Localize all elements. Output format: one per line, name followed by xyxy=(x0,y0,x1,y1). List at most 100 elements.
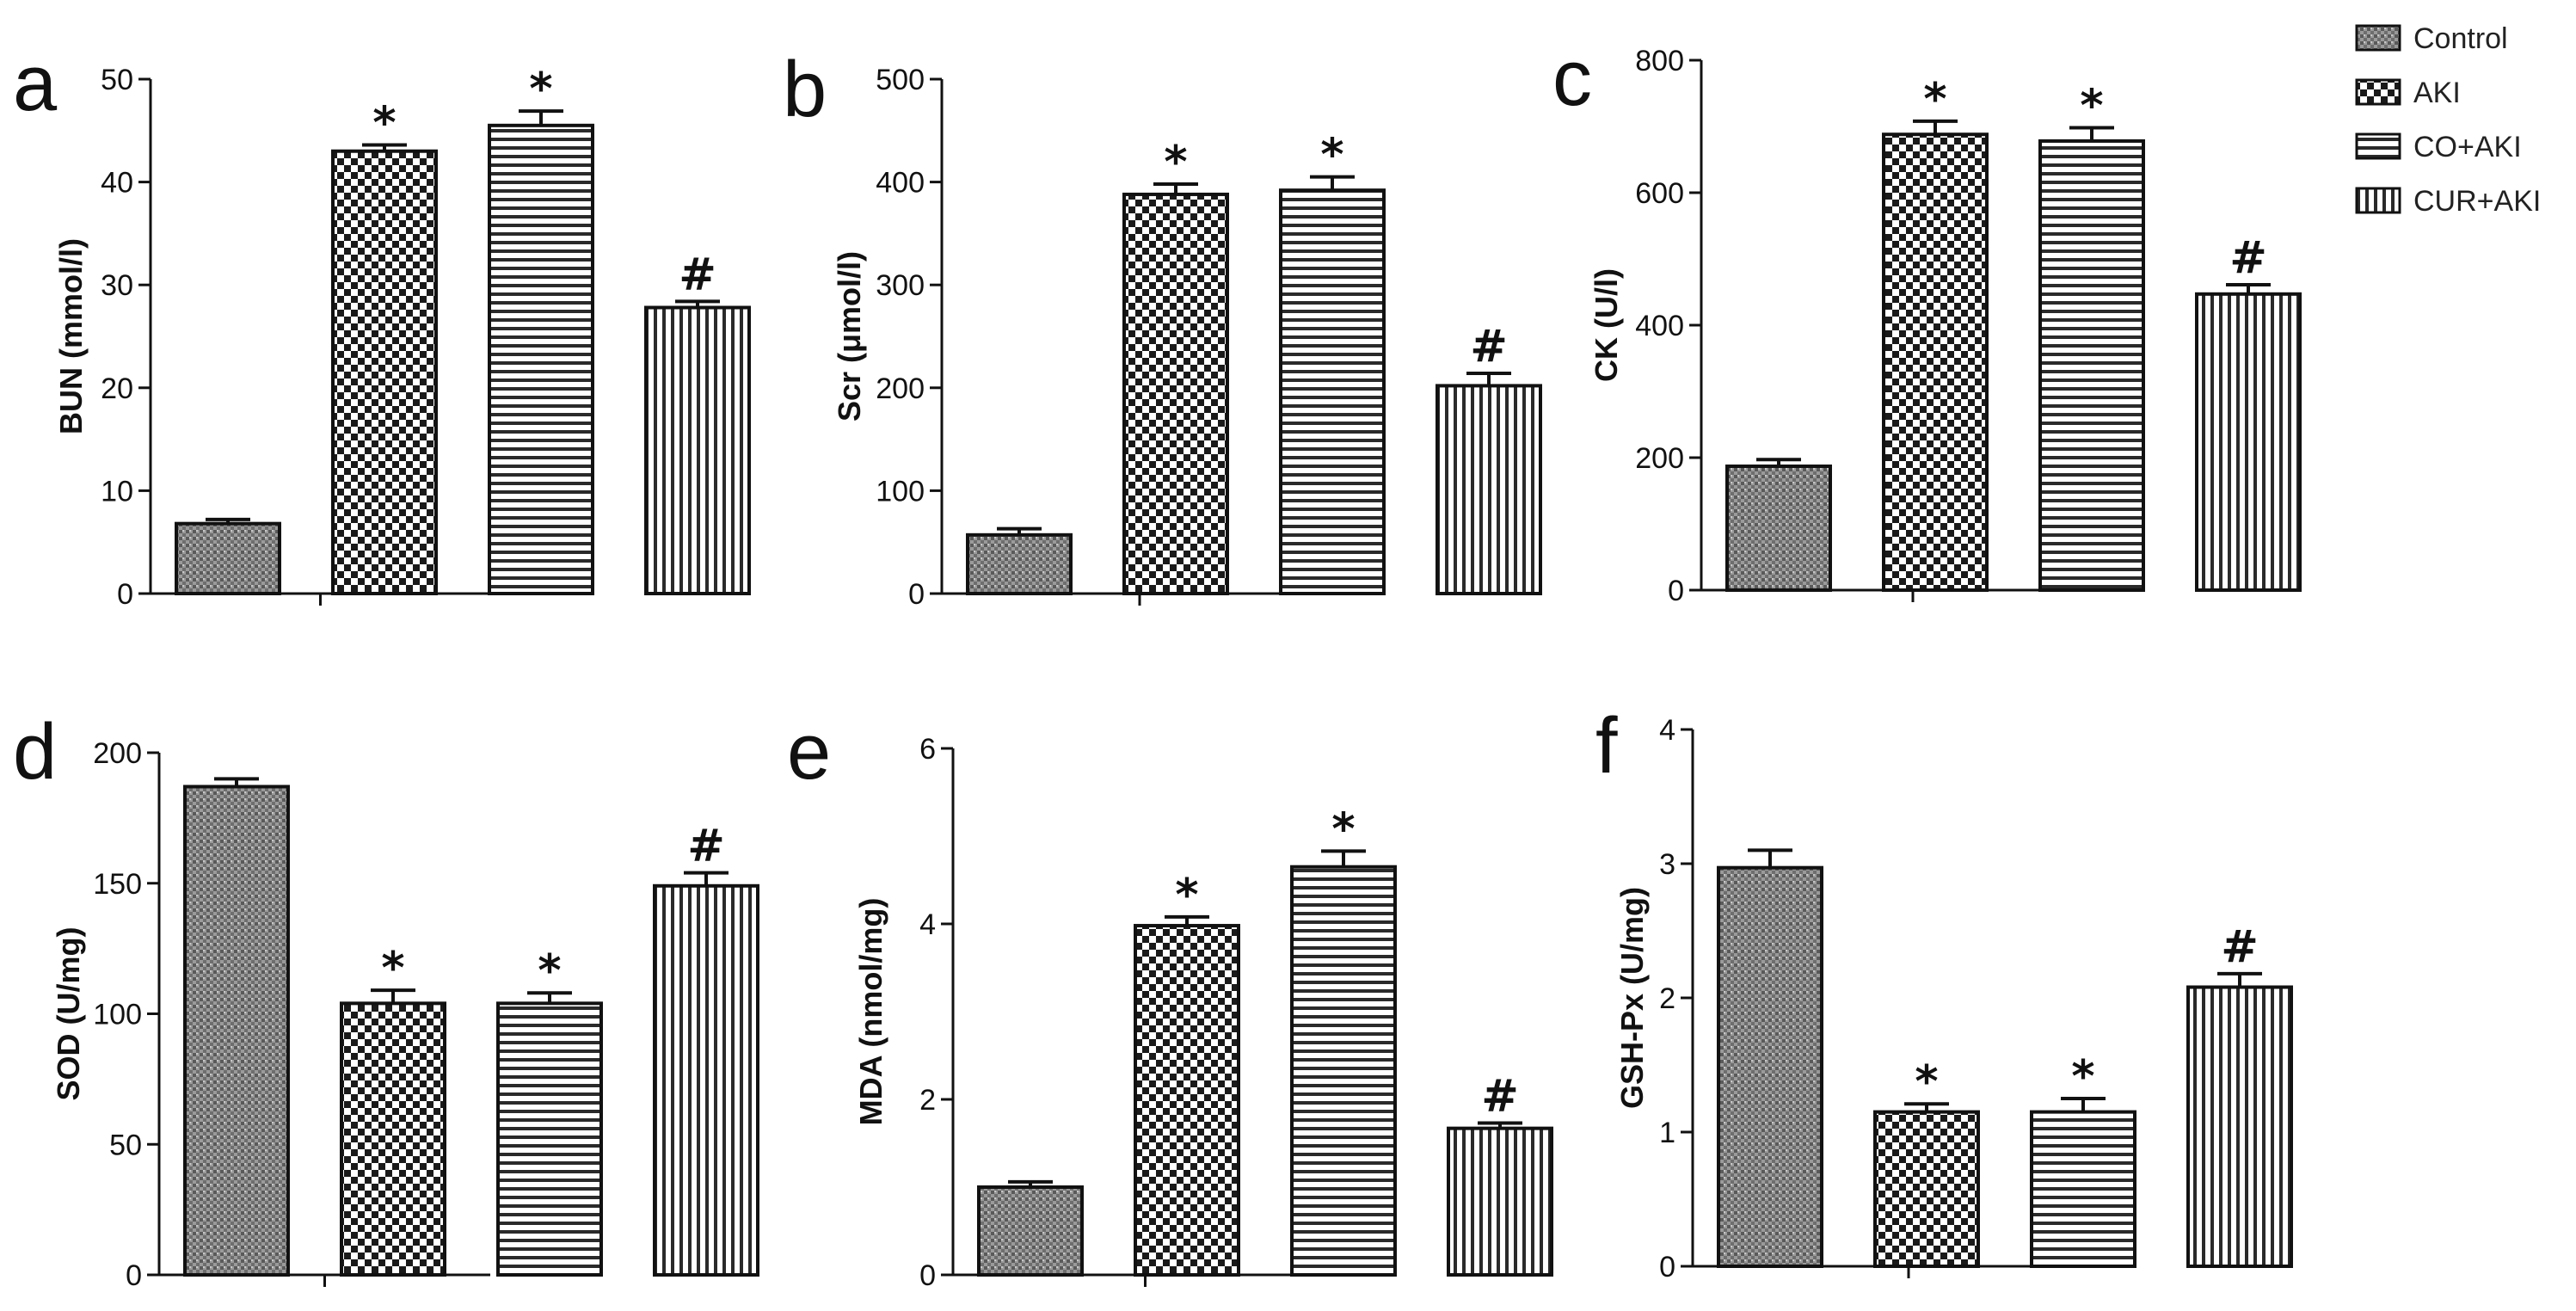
panel-letter: e xyxy=(787,708,831,796)
chart-panel-d: d 0 50 100 150 200 SOD (U/mg) * * # xyxy=(13,708,759,1292)
y-tick-label: 100 xyxy=(93,999,142,1031)
bar-aki xyxy=(1134,924,1240,1277)
legend-swatch xyxy=(2355,78,2401,106)
panel-letter: f xyxy=(1595,702,1618,790)
bar-control xyxy=(1717,865,1823,1268)
asterisk-mark: * xyxy=(372,98,396,150)
asterisk-mark: * xyxy=(529,64,552,115)
panel-letter: c xyxy=(1552,34,1592,122)
hash-mark: # xyxy=(1481,1071,1519,1123)
legend: Control AKI CO+AKI CUR+AKI xyxy=(2355,22,2541,218)
panel-letter: a xyxy=(13,40,58,127)
y-tick-label: 30 xyxy=(101,269,133,302)
asterisk-mark: * xyxy=(1320,130,1343,182)
y-tick-label: 2 xyxy=(1659,982,1675,1015)
bar-aki xyxy=(1873,1110,1980,1268)
y-tick-label: 0 xyxy=(117,578,133,611)
y-tick-label: 500 xyxy=(876,64,925,96)
chart-panel-b: b 0 100 200 300 400 500 Scr (μmol/l) * * # xyxy=(783,46,1542,611)
asterisk-mark: * xyxy=(1915,1056,1938,1108)
y-tick-label: 0 xyxy=(919,1259,936,1292)
y-axis-label: CK (U/l) xyxy=(1589,268,1624,382)
y-tick-label: 3 xyxy=(1659,848,1675,881)
legend-label: CO+AKI xyxy=(2413,131,2522,163)
asterisk-mark: * xyxy=(1923,74,1946,126)
bar-co-aki xyxy=(1290,865,1397,1277)
bar-co-aki xyxy=(488,123,594,595)
bar-co-aki xyxy=(2038,138,2145,592)
asterisk-mark: * xyxy=(538,945,561,997)
y-tick-label: 40 xyxy=(101,167,133,200)
bar-control xyxy=(175,521,281,595)
asterisk-mark: * xyxy=(1331,803,1355,855)
legend-item-control: Control xyxy=(2355,22,2508,55)
bar-co-aki xyxy=(2030,1110,2136,1268)
y-tick-label: 100 xyxy=(876,475,925,508)
asterisk-mark: * xyxy=(1164,137,1187,188)
asterisk-mark: * xyxy=(1175,870,1198,921)
y-tick-label: 200 xyxy=(876,372,925,405)
y-axis-label: BUN (mmol/l) xyxy=(53,238,89,434)
y-tick-label: 200 xyxy=(93,737,142,770)
bar-cur-aki xyxy=(2186,985,2293,1269)
chart-panel-e: e 0 2 4 6 MDA (nmol/mg) * * # xyxy=(787,708,1553,1292)
bar-aki xyxy=(331,149,438,596)
asterisk-mark: * xyxy=(2071,1051,2094,1103)
y-tick-label: 150 xyxy=(93,868,142,901)
bar-co-aki xyxy=(496,1001,603,1277)
y-tick-label: 400 xyxy=(1635,310,1684,342)
hash-mark: # xyxy=(1470,321,1508,372)
bar-cur-aki xyxy=(1447,1126,1553,1277)
y-tick-label: 0 xyxy=(126,1259,142,1292)
y-tick-label: 4 xyxy=(1659,714,1675,747)
legend-item-co-aki: CO+AKI xyxy=(2355,131,2522,163)
bar-cur-aki xyxy=(644,305,751,595)
bar-control xyxy=(183,785,290,1277)
y-axis-label: GSH-Px (U/mg) xyxy=(1614,887,1650,1109)
y-tick-label: 0 xyxy=(1668,575,1684,607)
y-tick-label: 0 xyxy=(908,578,925,611)
y-tick-label: 300 xyxy=(876,269,925,302)
legend-item-cur-aki: CUR+AKI xyxy=(2355,185,2541,218)
bar-co-aki xyxy=(1279,188,1386,595)
y-tick-label: 400 xyxy=(876,167,925,200)
legend-swatch xyxy=(2355,187,2401,214)
y-tick-label: 600 xyxy=(1635,177,1684,210)
bar-cur-aki xyxy=(2195,292,2302,592)
legend-item-aki: AKI xyxy=(2355,77,2461,109)
y-axis-label: MDA (nmol/mg) xyxy=(853,898,888,1126)
bar-control xyxy=(966,532,1073,595)
y-axis-label: SOD (U/mg) xyxy=(51,927,86,1101)
y-tick-label: 50 xyxy=(109,1129,142,1161)
y-tick-label: 20 xyxy=(101,372,133,405)
chart-panel-c: c 0 200 400 600 800 CK (U/l) * * # xyxy=(1552,34,2302,607)
y-tick-label: 4 xyxy=(919,908,936,941)
legend-label: CUR+AKI xyxy=(2413,185,2541,218)
legend-swatch xyxy=(2355,132,2401,160)
panel-letter: b xyxy=(783,46,827,133)
hash-mark: # xyxy=(2229,232,2267,284)
y-axis-label: Scr (μmol/l) xyxy=(832,251,867,422)
y-tick-label: 50 xyxy=(101,64,133,96)
y-tick-label: 0 xyxy=(1659,1251,1675,1283)
y-tick-label: 1 xyxy=(1659,1117,1675,1149)
chart-panel-f: f 0 1 2 3 4 GSH-Px (U/mg) * * # xyxy=(1595,702,2293,1283)
y-tick-label: 200 xyxy=(1635,442,1684,475)
chart-panel-a: a 0 10 20 30 40 50 BUN (mmol/l) * * # xyxy=(13,40,751,611)
legend-swatch xyxy=(2355,24,2401,52)
bar-control xyxy=(1725,465,1832,593)
bar-aki xyxy=(1122,192,1229,595)
hash-mark: # xyxy=(679,249,716,300)
panel-letter: d xyxy=(13,708,57,796)
y-tick-label: 10 xyxy=(101,475,133,508)
bar-aki xyxy=(340,1001,446,1277)
hash-mark: # xyxy=(687,821,725,872)
y-tick-label: 800 xyxy=(1635,45,1684,77)
bar-cur-aki xyxy=(1436,384,1542,595)
y-tick-label: 2 xyxy=(919,1084,936,1117)
legend-label: Control xyxy=(2413,22,2508,55)
asterisk-mark: * xyxy=(2080,81,2103,132)
y-tick-label: 6 xyxy=(919,733,936,766)
